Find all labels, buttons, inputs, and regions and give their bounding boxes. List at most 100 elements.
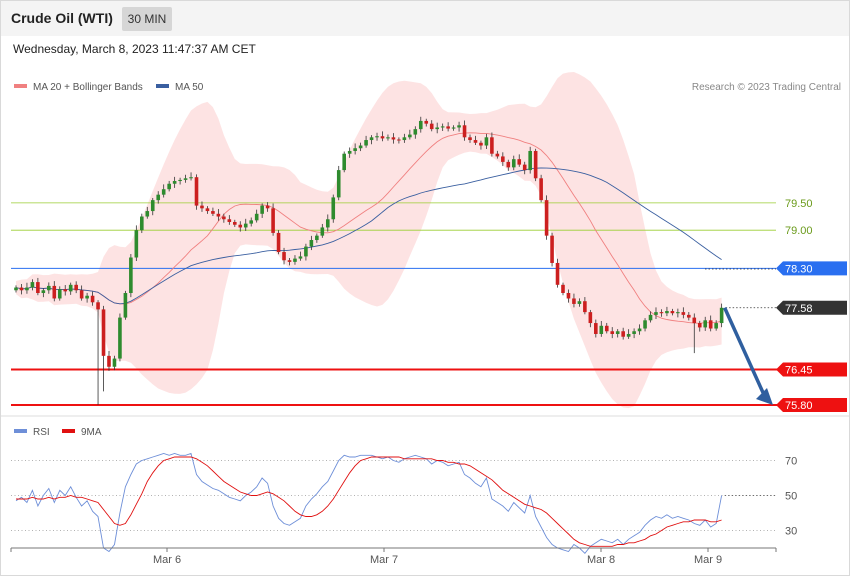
candle — [85, 292, 89, 303]
candle — [501, 152, 505, 167]
candle-body — [68, 284, 73, 292]
candle — [468, 134, 472, 143]
candle — [386, 134, 390, 141]
candle-body — [364, 140, 368, 146]
candle — [36, 277, 40, 296]
candle-body — [309, 240, 314, 247]
candle-body — [561, 284, 565, 294]
candle-body — [424, 120, 429, 124]
candle-body — [703, 320, 708, 328]
candle-body — [533, 150, 538, 179]
candle — [90, 291, 95, 306]
candle — [451, 125, 456, 131]
projection-arrow — [723, 307, 773, 405]
candle-body — [544, 200, 549, 236]
candle-body — [85, 295, 89, 299]
candle-body — [315, 235, 319, 241]
ma50-legend-swatch — [156, 84, 169, 88]
chart-header: Crude Oil (WTI) 30 MIN — [1, 1, 849, 36]
candle-body — [413, 129, 418, 135]
candle — [648, 311, 653, 323]
candle — [30, 279, 35, 291]
candle — [484, 133, 489, 150]
candle-body — [670, 311, 675, 314]
level-label-76.45: 76.45 — [785, 364, 813, 376]
candle — [380, 131, 385, 142]
candle-body — [429, 123, 434, 130]
candle — [249, 217, 254, 227]
candle — [544, 195, 549, 240]
candle-body — [205, 208, 210, 212]
candle-body — [238, 224, 243, 228]
candle — [697, 320, 702, 332]
candle-body — [189, 177, 193, 179]
candle-body — [528, 150, 532, 171]
candle-body — [358, 145, 363, 149]
price-level-labels: 79.50 79.00 78.30 77.58 76.45 75.80 — [776, 198, 847, 412]
candle — [490, 132, 494, 157]
candle — [604, 322, 609, 334]
candle-body — [457, 125, 461, 128]
candle-body — [14, 287, 18, 291]
candle-body — [610, 331, 615, 334]
candle — [112, 355, 117, 371]
timeframe-badge[interactable]: 30 MIN — [122, 7, 172, 31]
candle-body — [156, 194, 161, 201]
candle-body — [676, 312, 680, 314]
candle-body — [659, 312, 664, 314]
candle-body — [380, 136, 385, 139]
candle — [479, 140, 483, 150]
candle-body — [178, 179, 182, 182]
candle — [561, 282, 565, 296]
candle — [457, 121, 461, 132]
candle-body — [161, 189, 166, 195]
candle — [183, 174, 188, 183]
candle — [265, 202, 270, 212]
candle-body — [386, 137, 390, 139]
candle — [358, 142, 363, 152]
candle-body — [599, 325, 604, 334]
candle — [287, 258, 292, 266]
rsi-tick-label: 70 — [785, 456, 797, 468]
rsi-legend-swatch — [14, 429, 27, 433]
candle-body — [687, 314, 691, 318]
candle-body — [402, 137, 407, 141]
candle-body — [648, 314, 653, 321]
level-tag-76.45 — [776, 362, 847, 377]
candle-body — [479, 142, 483, 146]
candle — [714, 320, 718, 331]
candle — [298, 251, 303, 261]
candle — [227, 215, 232, 225]
candle — [260, 203, 264, 218]
candle-body — [118, 317, 122, 359]
candle — [315, 233, 319, 243]
candle — [222, 213, 226, 223]
candle — [129, 254, 133, 298]
candle-body — [216, 213, 221, 217]
candle — [156, 191, 161, 204]
candle-body — [293, 258, 297, 262]
candle — [68, 282, 73, 295]
candle-body — [227, 219, 232, 222]
candle — [692, 313, 697, 354]
candle — [670, 308, 675, 316]
candle-body — [462, 125, 467, 138]
candle — [134, 225, 139, 261]
candle-body — [473, 140, 478, 143]
candle — [271, 203, 275, 236]
candle — [375, 132, 379, 141]
level-label-78.30: 78.30 — [785, 263, 813, 275]
candle-body — [654, 312, 658, 315]
candle-body — [468, 137, 472, 141]
rsi-panel: 70 50 30 — [11, 452, 797, 554]
ma50-legend-label: MA 50 — [175, 82, 204, 93]
candle-body — [36, 282, 40, 294]
candle — [413, 126, 418, 139]
candle-body — [621, 331, 625, 337]
level-label-75.80: 75.80 — [785, 400, 813, 412]
candle-body — [577, 301, 582, 304]
candle-body — [129, 257, 133, 294]
candle-body — [271, 208, 275, 233]
candle-body — [233, 221, 237, 225]
candle — [243, 218, 248, 231]
